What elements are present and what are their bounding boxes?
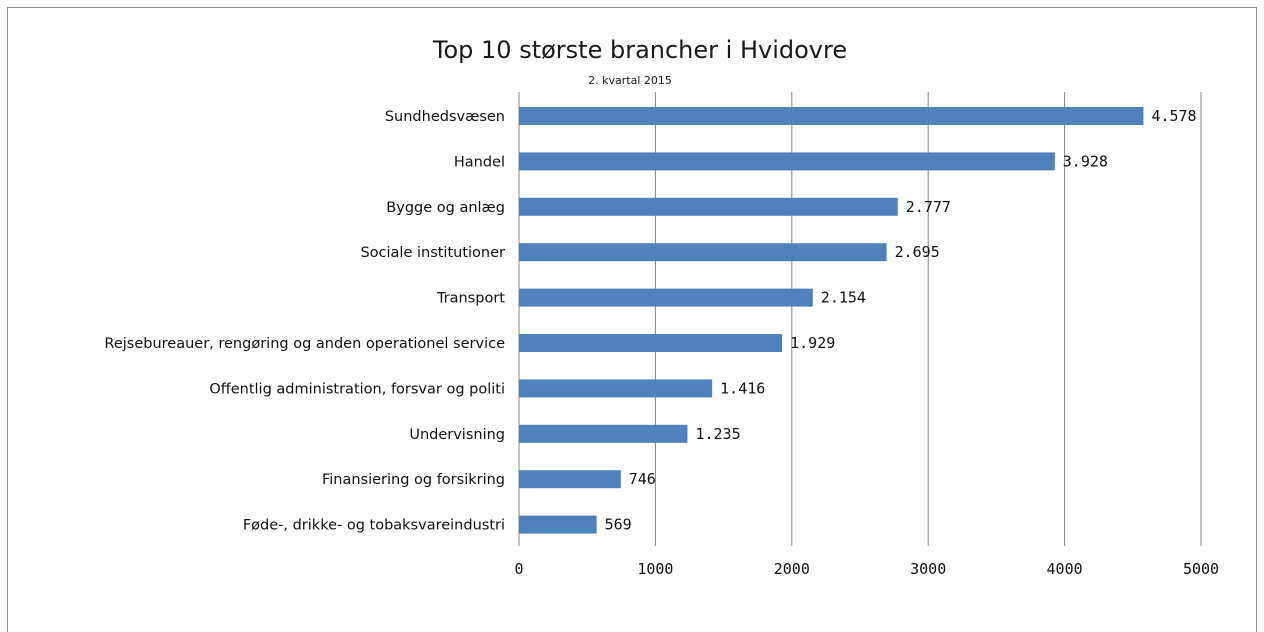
chart-subtitle: 2. kvartal 2015 bbox=[588, 74, 672, 87]
bar bbox=[519, 288, 813, 307]
bar bbox=[519, 424, 688, 443]
category-label: Bygge og anlæg bbox=[386, 200, 505, 216]
data-label: 3.928 bbox=[1063, 152, 1108, 170]
bar bbox=[519, 334, 783, 352]
data-label: 2.695 bbox=[895, 243, 940, 261]
data-label: 1.929 bbox=[790, 334, 835, 352]
category-label: Transport bbox=[436, 291, 505, 307]
x-tick-label: 3000 bbox=[910, 560, 946, 578]
category-label: Føde-, drikke- og tobaksvareindustri bbox=[243, 518, 505, 534]
x-tick-label: 1000 bbox=[637, 560, 673, 578]
x-tick-label: 0 bbox=[514, 560, 523, 578]
bar bbox=[519, 107, 1144, 125]
bar bbox=[519, 470, 621, 489]
bar bbox=[519, 379, 713, 398]
bar bbox=[519, 152, 1055, 171]
data-label: 1.235 bbox=[695, 425, 740, 443]
category-labels: Sundhedsvæsen Handel Bygge og anlæg Sociale… bbox=[104, 109, 505, 534]
data-label: 2.154 bbox=[821, 289, 866, 307]
category-label: Sundhedsvæsen bbox=[385, 109, 505, 125]
bar bbox=[519, 515, 597, 534]
data-label: 746 bbox=[629, 470, 656, 488]
data-label: 1.416 bbox=[720, 379, 765, 397]
value-labels: 4.578 3.928 2.777 2.695 2.154 1.929 1.416 1.235… bbox=[605, 107, 1197, 534]
bars bbox=[519, 107, 1144, 534]
category-label: Sociale institutioner bbox=[360, 245, 505, 261]
bar bbox=[519, 197, 898, 216]
data-label: 4.578 bbox=[1151, 107, 1196, 125]
category-label: Handel bbox=[454, 154, 505, 170]
data-label: 2.777 bbox=[906, 198, 951, 216]
category-label: Rejsebureauer, rengøring og anden operat… bbox=[104, 336, 505, 352]
category-label: Undervisning bbox=[409, 427, 505, 443]
x-tick-label: 2000 bbox=[774, 560, 810, 578]
x-tick-label: 5000 bbox=[1183, 560, 1219, 578]
data-label: 569 bbox=[605, 516, 632, 534]
category-label: Finansiering og forsikring bbox=[322, 472, 505, 488]
x-tick-label: 4000 bbox=[1047, 560, 1083, 578]
bar bbox=[519, 243, 887, 262]
chart-title: Top 10 største brancher i Hvidovre bbox=[432, 36, 847, 64]
category-label: Offentlig administration, forsvar og pol… bbox=[209, 381, 505, 397]
x-axis-tick-labels: 0 1000 2000 3000 4000 5000 bbox=[514, 560, 1219, 578]
